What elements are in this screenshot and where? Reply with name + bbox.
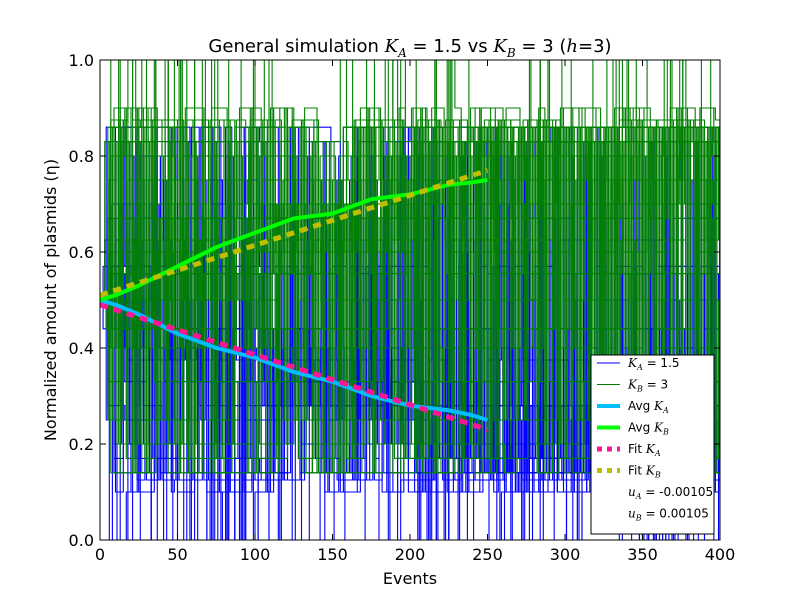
kb-run-line — [100, 126, 720, 474]
legend-label: KB = 3 — [627, 378, 668, 394]
kb-run-line — [100, 60, 720, 474]
axis-ticks-group: 0 50 100 150 200 250 300 350 400 0.0 0.2 0.4 0.6 0.8 1… — [69, 51, 736, 564]
chart-title: General simulation KA = 1.5 vs KB = 3 (h… — [208, 36, 611, 60]
kb-run-line — [100, 119, 720, 474]
y-tick-label: 0.0 — [69, 531, 94, 550]
x-axis-label: Events — [383, 569, 437, 588]
x-tick-label: 0 — [95, 545, 105, 564]
legend-label: Fit KB — [628, 464, 661, 480]
y-axis-label: Normalized amount of plasmids (η) — [41, 159, 60, 441]
x-tick-label: 100 — [240, 545, 271, 564]
x-tick-label: 200 — [395, 545, 426, 564]
y-tick-label: 0.4 — [69, 339, 94, 358]
legend: KA = 1.5 KB = 3 Avg KA Avg KB Fit KA Fit KB uA… — [590, 354, 715, 535]
legend-label: uA = -0.00105 — [628, 485, 713, 501]
legend-label: Fit KA — [628, 442, 661, 458]
x-tick-label: 300 — [550, 545, 581, 564]
legend-label: KA = 1.5 — [627, 356, 680, 372]
x-tick-label: 250 — [472, 545, 503, 564]
avg-ka-line — [100, 298, 489, 422]
y-tick-label: 0.6 — [69, 243, 94, 262]
fit-kb-line — [100, 168, 489, 298]
y-tick-label: 1.0 — [69, 51, 94, 70]
kb-run-line — [100, 126, 720, 474]
y-tick-label: 0.2 — [69, 435, 94, 454]
legend-label: uB = 0.00105 — [628, 507, 709, 523]
x-tick-label: 350 — [627, 545, 658, 564]
x-tick-label: 50 — [167, 545, 187, 564]
x-tick-label: 400 — [705, 545, 736, 564]
x-tick-label: 150 — [317, 545, 348, 564]
fit-ka-line — [100, 302, 489, 432]
y-tick-label: 0.8 — [69, 147, 94, 166]
legend-label: Avg KA — [628, 399, 669, 415]
legend-label: Avg KB — [628, 421, 669, 437]
average-fit-group — [100, 168, 489, 432]
